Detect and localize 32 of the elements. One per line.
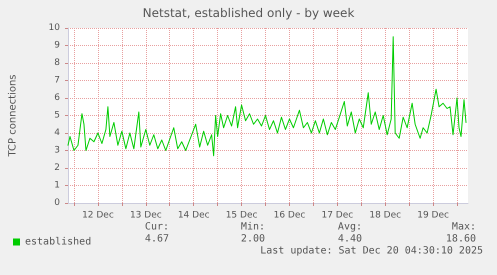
x-tick-label: 14 Dec xyxy=(178,210,210,220)
y-axis-title: TCP connections xyxy=(8,74,18,158)
y-tick-label: 8 xyxy=(54,58,60,68)
text: Cur: xyxy=(144,222,170,232)
text: 2.00 xyxy=(240,234,266,244)
y-tick-label: 10 xyxy=(48,23,60,33)
x-tick-label: 13 Dec xyxy=(130,210,162,220)
x-tick-label: 12 Dec xyxy=(82,210,114,220)
y-tick-label: 5 xyxy=(54,110,60,120)
x-tick-label: 17 Dec xyxy=(321,210,354,220)
text: Min: xyxy=(240,222,266,232)
text: Last update: Sat Dec 20 04:30:10 2025 xyxy=(260,246,484,256)
x-tick-label: 15 Dec xyxy=(226,210,258,220)
y-tick-label: 3 xyxy=(54,146,60,156)
x-tick-label: 19 Dec xyxy=(417,210,449,220)
text: 4.67 xyxy=(144,234,170,244)
x-tick-label: 18 Dec xyxy=(369,210,402,220)
y-tick-label: 7 xyxy=(54,76,60,86)
y-tick-label: 1 xyxy=(54,180,60,190)
legend-label: established xyxy=(25,236,92,248)
chart-title: Netstat, established only - by week xyxy=(142,6,354,20)
y-tick-label: 6 xyxy=(54,93,60,103)
text: 4.40 xyxy=(338,234,362,244)
x-tick-label: 16 Dec xyxy=(274,210,306,220)
y-tick-label: 0 xyxy=(54,198,60,208)
y-tick-label: 4 xyxy=(54,128,60,138)
line-series xyxy=(68,36,467,156)
text: Avg: xyxy=(338,222,362,232)
text: 18.60 xyxy=(446,234,476,244)
y-tick-label: 9 xyxy=(54,40,60,50)
text: Max: xyxy=(452,222,476,232)
y-tick-label: 2 xyxy=(54,163,60,173)
